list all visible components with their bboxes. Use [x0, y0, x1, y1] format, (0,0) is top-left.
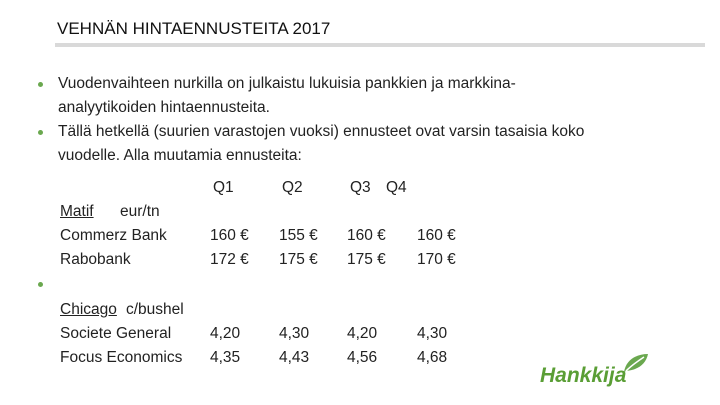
bullet-text: analyytikoiden hintaennusteita.: [58, 99, 270, 116]
cell: 4,56: [347, 349, 378, 366]
column-header: Q4: [386, 179, 407, 196]
cell: 160 €: [210, 227, 249, 244]
cell: 4,68: [417, 349, 448, 366]
bullet-text: vuodelle. Alla muutamia ennusteita:: [58, 147, 302, 164]
column-header: Q2: [282, 179, 303, 196]
cell: 4,20: [210, 325, 241, 342]
cell: 4,20: [347, 325, 378, 342]
row-name: Focus Economics: [60, 349, 183, 366]
title: VEHNÄN HINTAENNUSTEITA 2017: [57, 19, 331, 38]
row-name: Societe General: [60, 325, 172, 342]
bullet: [38, 130, 43, 135]
cell: 160 €: [347, 227, 386, 244]
bullet: [38, 282, 43, 287]
bullet: [38, 82, 43, 87]
cell: 4,43: [279, 349, 310, 366]
cell: 175 €: [279, 251, 318, 268]
title-rule: [55, 43, 705, 47]
cell: 175 €: [347, 251, 386, 268]
bullet-text: Tällä hetkellä (suurien varastojen vuoks…: [58, 123, 585, 140]
logo-leaf: [624, 354, 648, 372]
column-header: Q1: [213, 179, 234, 196]
unit: c/bushel: [126, 301, 184, 318]
row-name: Rabobank: [60, 251, 131, 268]
column-header: Q3: [350, 179, 371, 196]
bullet-text: Vuodenvaihteen nurkilla on julkaistu luk…: [58, 75, 516, 92]
cell: 160 €: [417, 227, 456, 244]
unit: eur/tn: [120, 203, 160, 220]
cell: 155 €: [279, 227, 318, 244]
cell: 4,30: [279, 325, 310, 342]
cell: 4,30: [417, 325, 448, 342]
logo: Hankkija: [540, 364, 627, 387]
cell: 170 €: [417, 251, 456, 268]
cell: 172 €: [210, 251, 249, 268]
cell: 4,35: [210, 349, 241, 366]
market: Matif: [60, 203, 94, 220]
market: Chicago: [60, 301, 117, 318]
row-name: Commerz Bank: [60, 227, 167, 244]
